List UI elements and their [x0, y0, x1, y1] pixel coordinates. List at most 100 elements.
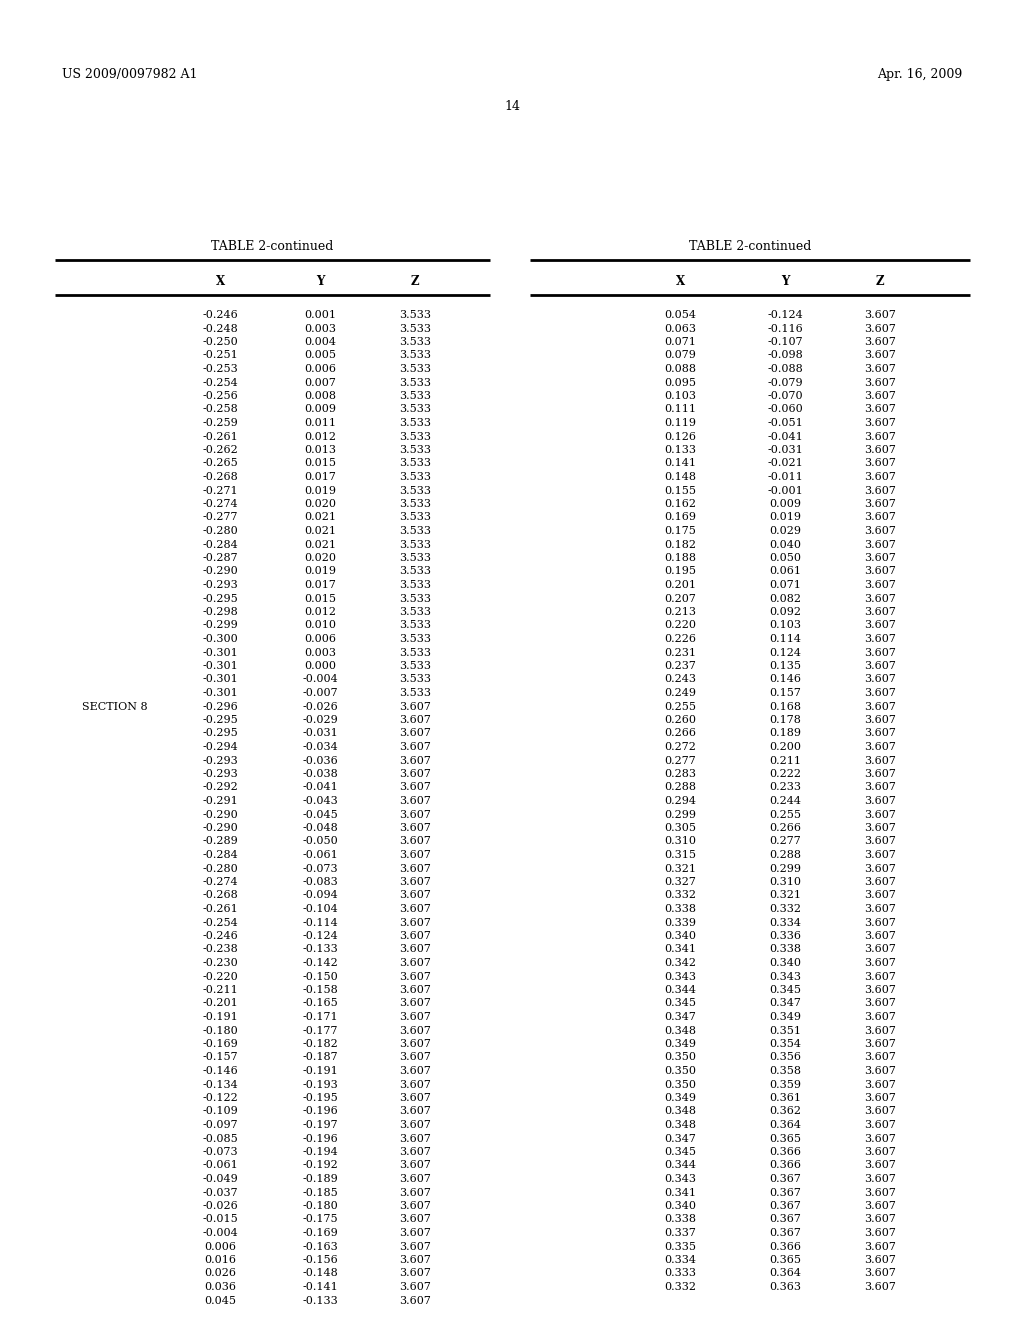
Text: 3.607: 3.607: [399, 931, 431, 941]
Text: 3.607: 3.607: [864, 917, 896, 928]
Text: 0.201: 0.201: [664, 579, 696, 590]
Text: 3.607: 3.607: [864, 1147, 896, 1158]
Text: 3.607: 3.607: [399, 1012, 431, 1022]
Text: 3.607: 3.607: [864, 661, 896, 671]
Text: 3.607: 3.607: [864, 1039, 896, 1049]
Text: -0.191: -0.191: [202, 1012, 238, 1022]
Text: 0.341: 0.341: [664, 945, 696, 954]
Text: -0.001: -0.001: [767, 486, 803, 495]
Text: 3.607: 3.607: [399, 809, 431, 820]
Text: -0.029: -0.029: [302, 715, 338, 725]
Text: 0.010: 0.010: [304, 620, 336, 631]
Text: 0.003: 0.003: [304, 323, 336, 334]
Text: 3.607: 3.607: [399, 1173, 431, 1184]
Text: 3.607: 3.607: [399, 917, 431, 928]
Text: 0.169: 0.169: [664, 512, 696, 523]
Text: 3.533: 3.533: [399, 607, 431, 616]
Text: 3.607: 3.607: [864, 876, 896, 887]
Text: Y: Y: [315, 275, 325, 288]
Text: -0.007: -0.007: [302, 688, 338, 698]
Text: -0.254: -0.254: [202, 378, 238, 388]
Text: -0.265: -0.265: [202, 458, 238, 469]
Text: 3.607: 3.607: [864, 809, 896, 820]
Text: 0.356: 0.356: [769, 1052, 801, 1063]
Text: 3.607: 3.607: [864, 985, 896, 995]
Text: 0.338: 0.338: [769, 945, 801, 954]
Text: -0.290: -0.290: [202, 822, 238, 833]
Text: -0.268: -0.268: [202, 891, 238, 900]
Text: 3.607: 3.607: [864, 770, 896, 779]
Text: 3.607: 3.607: [864, 634, 896, 644]
Text: 3.607: 3.607: [864, 783, 896, 792]
Text: 0.017: 0.017: [304, 473, 336, 482]
Text: 0.334: 0.334: [664, 1255, 696, 1265]
Text: 3.607: 3.607: [864, 1269, 896, 1279]
Text: 0.124: 0.124: [769, 648, 801, 657]
Text: -0.287: -0.287: [202, 553, 238, 564]
Text: 0.213: 0.213: [664, 607, 696, 616]
Text: -0.157: -0.157: [202, 1052, 238, 1063]
Text: 3.607: 3.607: [864, 850, 896, 861]
Text: -0.041: -0.041: [767, 432, 803, 441]
Text: 0.226: 0.226: [664, 634, 696, 644]
Text: -0.180: -0.180: [202, 1026, 238, 1035]
Text: 0.071: 0.071: [664, 337, 696, 347]
Text: 0.015: 0.015: [304, 458, 336, 469]
Text: 0.367: 0.367: [769, 1201, 801, 1210]
Text: Apr. 16, 2009: Apr. 16, 2009: [877, 69, 962, 81]
Text: -0.061: -0.061: [202, 1160, 238, 1171]
Text: 0.364: 0.364: [769, 1269, 801, 1279]
Text: 0.332: 0.332: [664, 891, 696, 900]
Text: 3.533: 3.533: [399, 458, 431, 469]
Text: 3.607: 3.607: [864, 742, 896, 752]
Text: 3.607: 3.607: [399, 904, 431, 913]
Text: 0.233: 0.233: [769, 783, 801, 792]
Text: 3.607: 3.607: [864, 620, 896, 631]
Text: -0.061: -0.061: [302, 850, 338, 861]
Text: 3.533: 3.533: [399, 445, 431, 455]
Text: 0.255: 0.255: [769, 809, 801, 820]
Text: 0.237: 0.237: [664, 661, 696, 671]
Text: 0.350: 0.350: [664, 1067, 696, 1076]
Text: -0.134: -0.134: [202, 1080, 238, 1089]
Text: 3.607: 3.607: [864, 688, 896, 698]
Text: -0.156: -0.156: [302, 1255, 338, 1265]
Text: -0.289: -0.289: [202, 837, 238, 846]
Text: 0.367: 0.367: [769, 1188, 801, 1197]
Text: 3.607: 3.607: [399, 958, 431, 968]
Text: 0.266: 0.266: [664, 729, 696, 738]
Text: X: X: [215, 275, 224, 288]
Text: 0.231: 0.231: [664, 648, 696, 657]
Text: 0.249: 0.249: [664, 688, 696, 698]
Text: 3.533: 3.533: [399, 404, 431, 414]
Text: 3.607: 3.607: [864, 1067, 896, 1076]
Text: 0.011: 0.011: [304, 418, 336, 428]
Text: -0.230: -0.230: [202, 958, 238, 968]
Text: 0.366: 0.366: [769, 1147, 801, 1158]
Text: -0.196: -0.196: [302, 1106, 338, 1117]
Text: -0.085: -0.085: [202, 1134, 238, 1143]
Text: 0.146: 0.146: [769, 675, 801, 685]
Text: 3.533: 3.533: [399, 337, 431, 347]
Text: 3.607: 3.607: [399, 945, 431, 954]
Text: -0.300: -0.300: [202, 634, 238, 644]
Text: 0.119: 0.119: [664, 418, 696, 428]
Text: -0.196: -0.196: [302, 1134, 338, 1143]
Text: 0.367: 0.367: [769, 1173, 801, 1184]
Text: 0.200: 0.200: [769, 742, 801, 752]
Text: 3.607: 3.607: [399, 1039, 431, 1049]
Text: 0.332: 0.332: [769, 904, 801, 913]
Text: 3.607: 3.607: [399, 1093, 431, 1104]
Text: -0.083: -0.083: [302, 876, 338, 887]
Text: 0.026: 0.026: [204, 1269, 236, 1279]
Text: -0.298: -0.298: [202, 607, 238, 616]
Text: -0.182: -0.182: [302, 1039, 338, 1049]
Text: 3.607: 3.607: [864, 837, 896, 846]
Text: 3.607: 3.607: [864, 1106, 896, 1117]
Text: 0.045: 0.045: [204, 1295, 236, 1305]
Text: 0.222: 0.222: [769, 770, 801, 779]
Text: -0.277: -0.277: [203, 512, 238, 523]
Text: -0.037: -0.037: [202, 1188, 238, 1197]
Text: -0.238: -0.238: [202, 945, 238, 954]
Text: -0.041: -0.041: [302, 783, 338, 792]
